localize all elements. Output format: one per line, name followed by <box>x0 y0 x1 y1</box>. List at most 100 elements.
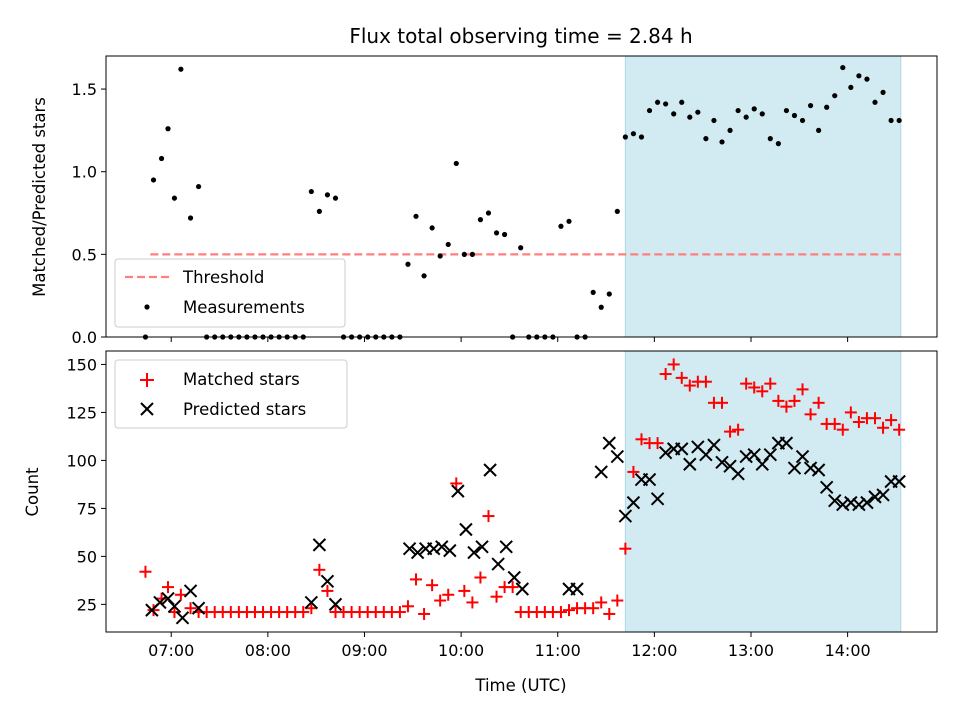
matched-star-point <box>434 594 447 607</box>
legend-predicted-swatch <box>140 402 154 416</box>
predicted-star-point <box>483 463 497 477</box>
predicted-star-point <box>675 442 689 456</box>
predicted-star-point <box>626 495 641 510</box>
matched-star-point <box>812 396 825 409</box>
predicted-star-point <box>642 472 657 487</box>
measurement-point <box>671 111 677 117</box>
matched-star-point <box>174 588 187 601</box>
measurement-point <box>719 139 725 145</box>
matched-star-point <box>418 607 431 620</box>
panel-counts: 25 50 75 100 125 150 07:00 08:00 09:00 10:00 11:0… <box>23 350 938 695</box>
shaded-region <box>624 55 902 338</box>
measurement-point <box>413 213 419 219</box>
panel-ratio: 0.0 0.5 1.0 1.5 Matched/Predicted stars Thr… <box>30 55 938 347</box>
matched-star-point <box>458 584 471 597</box>
legend-measurements-label: Measurements <box>183 298 305 317</box>
matched-star-point <box>184 602 197 615</box>
measurement-point <box>896 117 902 124</box>
matched-star-point <box>764 377 777 390</box>
matched-star-point <box>139 565 152 578</box>
predicted-star-point <box>747 447 761 462</box>
measurement-point <box>663 101 669 107</box>
predicted-star-point <box>795 449 810 464</box>
measurement-point <box>687 114 693 120</box>
matched-star-point <box>804 408 817 421</box>
y-axis-label-counts: Count <box>23 467 42 517</box>
legend-predicted-label: Predicted stars <box>183 400 306 419</box>
measurement-point <box>775 141 781 147</box>
measurement-point <box>158 155 165 162</box>
x-tick-label: 14:00 <box>825 641 871 660</box>
measurement-point <box>679 99 685 105</box>
x-tick-label: 08:00 <box>245 641 291 660</box>
measurement-point <box>816 127 822 133</box>
predicted-star-point <box>491 557 505 571</box>
matched-star-point <box>732 423 745 436</box>
matched-star-point <box>603 607 616 620</box>
y-tick-label: 25 <box>77 595 97 614</box>
matched-star-point <box>321 584 334 597</box>
predicted-star-point <box>153 595 167 610</box>
measurement-point <box>799 117 806 124</box>
predicted-star-point <box>828 494 842 508</box>
matched-star-point <box>772 394 785 407</box>
matched-star-point <box>393 606 406 619</box>
measurement-point <box>791 112 798 119</box>
matched-star-point <box>619 542 632 555</box>
matched-star-point <box>877 421 890 434</box>
measurement-point <box>590 289 596 295</box>
measurement-point <box>461 251 467 257</box>
predicted-star-point <box>658 446 673 460</box>
predicted-star-point <box>836 497 850 512</box>
measurement-point <box>824 104 830 110</box>
predicted-star-point <box>167 599 182 613</box>
matched-star-point <box>748 381 761 394</box>
matched-star-point <box>426 579 439 592</box>
predicted-star-point <box>320 574 335 589</box>
matched-star-point <box>796 383 809 396</box>
y-tick-label: 1.0 <box>72 163 97 182</box>
measurement-point <box>308 188 314 195</box>
measurement-point <box>614 208 620 214</box>
matched-star-point <box>683 379 696 392</box>
matched-star-point <box>410 573 423 586</box>
measurement-point <box>598 304 604 310</box>
matched-star-point <box>162 581 175 594</box>
predicted-star-point <box>451 484 465 498</box>
measurement-point <box>622 134 628 140</box>
matched-star-point <box>780 400 793 413</box>
legend-box <box>114 359 348 429</box>
matched-star-point <box>506 581 519 594</box>
matched-star-point <box>450 477 463 490</box>
matched-star-point <box>893 423 906 436</box>
measurement-point <box>332 195 339 201</box>
matched-star-point <box>563 604 576 617</box>
matched-star-point <box>699 375 712 388</box>
predicted-star-point <box>410 545 425 560</box>
measurement-point <box>196 183 202 190</box>
matched-star-point <box>168 606 181 619</box>
measurement-point <box>630 131 637 137</box>
panel-counts-frame <box>105 350 938 633</box>
matched-star-point <box>659 368 672 381</box>
matched-star-point <box>401 600 414 613</box>
predicted-star-point <box>475 540 489 554</box>
predicted-star-point <box>312 538 327 552</box>
measurement-point <box>187 215 194 221</box>
measurement-point <box>165 126 171 132</box>
measurement-point <box>735 107 741 114</box>
measurement-point <box>518 245 524 251</box>
matched-star-point <box>724 425 737 438</box>
measurement-point <box>856 73 862 79</box>
matched-star-point <box>651 437 664 450</box>
predicted-star-point <box>876 488 890 502</box>
panel-ratio-frame <box>105 55 938 338</box>
predicted-star-point <box>515 582 530 596</box>
matched-star-point <box>756 385 769 398</box>
measurement-point <box>405 261 411 267</box>
matched-star-point <box>466 596 479 609</box>
predicted-star-point <box>570 582 584 596</box>
matched-star-point <box>297 606 310 619</box>
measurement-point <box>501 231 508 238</box>
predicted-star-point <box>467 545 481 560</box>
